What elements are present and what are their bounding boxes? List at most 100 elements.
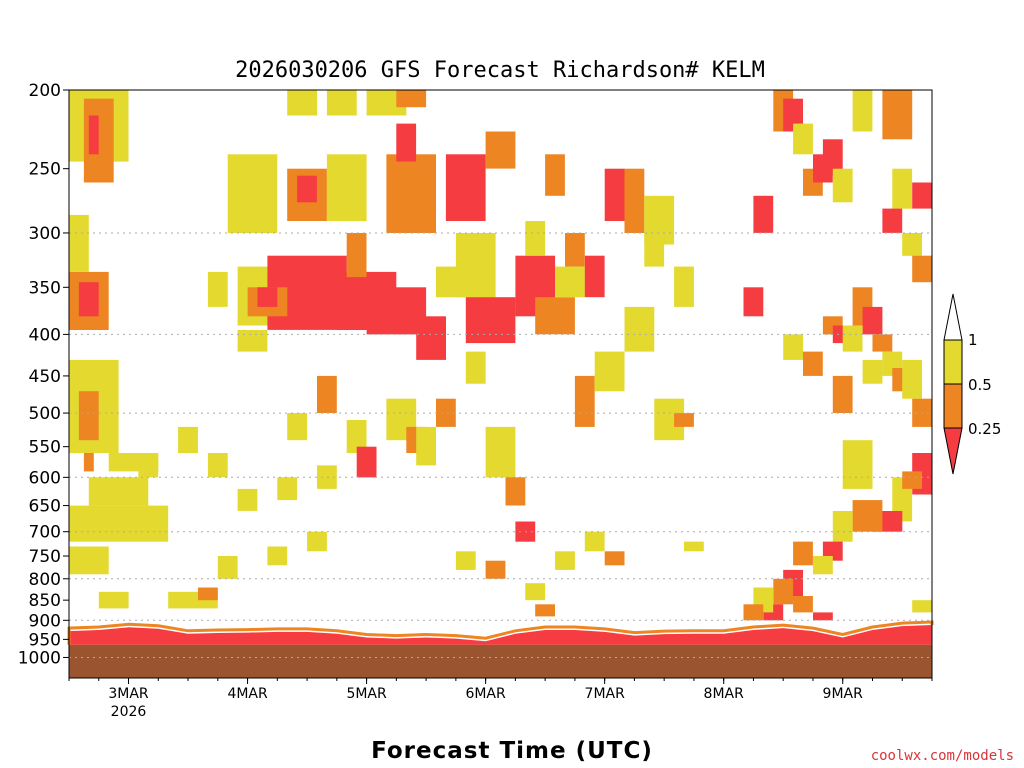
ri-cell	[555, 551, 575, 570]
ri-cell	[584, 255, 605, 298]
ri-cell	[783, 334, 803, 360]
ri-cell	[78, 282, 99, 317]
legend-bin-white	[943, 293, 963, 341]
ri-cell	[882, 208, 903, 233]
ri-cell	[684, 541, 704, 552]
ri-cell	[83, 98, 114, 183]
ri-cell	[773, 578, 794, 605]
legend-bin-yellow	[943, 339, 963, 385]
y-tick-label: 350	[29, 278, 61, 298]
y-tick-label: 450	[29, 367, 61, 387]
ri-cell	[69, 214, 89, 272]
x-tick-label: 8MAR	[704, 686, 745, 702]
ri-cell	[902, 233, 922, 256]
ri-cell	[307, 531, 327, 552]
ri-cell	[594, 351, 625, 392]
y-tick-label: 900	[29, 611, 61, 631]
ri-cell	[525, 221, 546, 256]
surface-layer-edge	[67, 620, 934, 645]
y-tick-label: 250	[29, 160, 61, 180]
ri-cell	[366, 287, 427, 335]
ri-cell	[753, 195, 774, 233]
ri-cell	[217, 556, 238, 579]
ri-cell	[862, 359, 883, 384]
ri-cell	[207, 271, 228, 307]
ri-cell	[545, 154, 565, 196]
x-axis-label: Forecast Time (UTC)	[371, 738, 653, 764]
ri-cell	[912, 600, 932, 613]
ri-cell	[346, 233, 367, 278]
ri-cell	[227, 154, 278, 233]
ri-cell	[604, 168, 625, 221]
colorbar-legend: 1 0.5 0.25	[943, 293, 1001, 475]
ri-cell	[416, 426, 436, 466]
ri-cell	[842, 440, 873, 489]
ri-cell	[138, 459, 159, 478]
ri-cell	[69, 505, 169, 542]
ri-cell	[813, 556, 833, 575]
ri-cell	[436, 266, 466, 298]
x-tick-label: 9MAR	[823, 686, 864, 702]
ri-cell	[465, 351, 486, 384]
ri-cell	[88, 477, 149, 506]
ri-cell	[842, 325, 863, 352]
y-tick-label: 500	[29, 404, 61, 424]
ri-cell	[902, 359, 922, 399]
x-tick-label: 7MAR	[585, 686, 626, 702]
legend-label: 0.5	[968, 376, 992, 394]
x-tick-label: 3MAR	[108, 686, 149, 702]
y-tick-label: 700	[29, 523, 61, 543]
ri-cell	[882, 90, 913, 140]
ri-cell	[78, 391, 99, 441]
ri-cell	[317, 375, 337, 413]
ri-cell	[535, 604, 555, 617]
ri-cell	[88, 115, 99, 155]
ri-cell	[674, 266, 694, 307]
ri-cell	[277, 477, 298, 501]
ri-cell	[396, 123, 417, 162]
legend-bin-red	[943, 427, 963, 475]
ri-cell	[832, 511, 853, 542]
ri-cell	[912, 182, 932, 209]
x-tick-label: 5MAR	[346, 686, 387, 702]
ri-cell	[743, 287, 764, 317]
ri-cell	[574, 375, 595, 427]
ri-cell	[535, 297, 575, 335]
ri-cell	[386, 154, 436, 233]
ri-cell	[783, 98, 803, 132]
ri-cell	[396, 90, 427, 108]
ri-cell	[892, 168, 913, 209]
y-tick-label: 800	[29, 570, 61, 590]
ri-cell	[852, 500, 883, 532]
ri-cell	[416, 316, 446, 360]
surface-layer-red	[69, 625, 932, 645]
ri-cell	[624, 168, 645, 233]
ri-cell	[832, 168, 853, 203]
plot-area	[67, 90, 934, 678]
credit-text: coolwx.com/models	[871, 748, 1014, 764]
ri-cell	[287, 90, 317, 116]
ri-cell	[485, 426, 516, 478]
ri-cell	[445, 154, 486, 221]
ri-cell	[485, 131, 516, 169]
ri-cell	[555, 266, 585, 298]
y-tick-label: 600	[29, 468, 61, 488]
ri-cell	[287, 413, 307, 441]
ri-cell	[356, 446, 377, 478]
y-tick-label: 950	[29, 630, 61, 650]
y-tick-label: 650	[29, 497, 61, 517]
ri-cell	[198, 587, 218, 601]
legend-bin-orange	[943, 383, 963, 429]
y-tick-label: 750	[29, 547, 61, 567]
ri-cell	[326, 90, 357, 116]
ri-cell	[743, 604, 764, 621]
x-axis: 3MAR 2026 4MAR 5MAR 6MAR 7MAR 8MAR 9MAR	[68, 678, 933, 720]
ri-cell	[207, 453, 228, 478]
ri-cell	[326, 154, 367, 221]
ri-cell	[813, 612, 833, 621]
chart-title: 2026030206 GFS Forecast Richardson# KELM	[235, 58, 765, 83]
ri-cell	[822, 541, 843, 561]
y-axis: 200 250 300 350 400 450 500 550 600 650 700 750 8008…	[18, 81, 69, 669]
ri-cell	[793, 541, 813, 566]
